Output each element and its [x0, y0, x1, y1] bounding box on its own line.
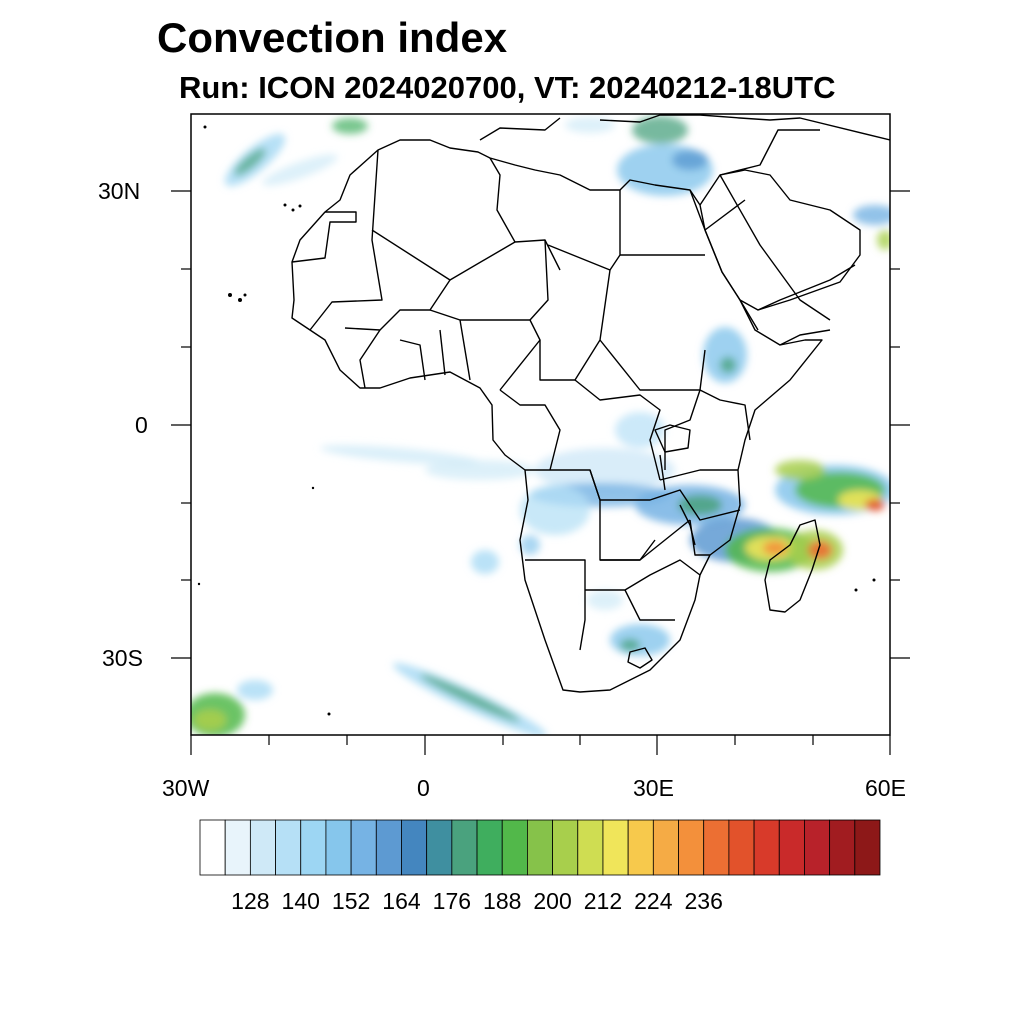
map-area	[191, 114, 890, 735]
colorbar-label: 212	[583, 888, 623, 914]
colorbar-swatch	[728, 819, 755, 876]
islands	[197, 125, 876, 716]
colorbar-swatch	[476, 819, 503, 876]
colorbar-swatch	[577, 819, 604, 876]
colorbar-label: 164	[382, 888, 421, 914]
colorbar-swatch	[678, 819, 705, 876]
coastlines	[291, 114, 890, 693]
colorbar-swatch	[552, 819, 579, 876]
colorbar-swatch	[300, 819, 327, 876]
madagascar-outline	[764, 519, 821, 613]
colorbar	[199, 819, 881, 876]
colorbar-swatch	[652, 819, 679, 876]
map-subtitle: Run: ICON 2024020700, VT: 20240212-18UTC	[179, 70, 836, 105]
colorbar-swatch	[602, 819, 629, 876]
lon-label-0: 0	[417, 775, 430, 801]
colorbar-label: 176	[432, 888, 472, 914]
lon-label-60e: 60E	[865, 775, 906, 801]
colorbar-label: 236	[684, 888, 723, 914]
colorbar-label: 140	[281, 888, 320, 914]
colorbar-swatch	[350, 819, 377, 876]
colorbar-swatch	[199, 819, 226, 876]
lat-label-0: 0	[135, 412, 148, 438]
lat-label-30n: 30N	[98, 178, 141, 204]
colorbar-swatch	[804, 819, 831, 876]
colorbar-swatch	[829, 819, 856, 876]
lon-label-30e: 30E	[633, 775, 674, 801]
colorbar-swatch	[325, 819, 352, 876]
africa-outline	[291, 139, 823, 693]
colorbar-swatch	[501, 819, 528, 876]
colorbar-label: 200	[533, 888, 572, 914]
colorbar-swatch	[703, 819, 730, 876]
colorbar-label: 152	[331, 888, 371, 914]
colorbar-swatch	[275, 819, 302, 876]
colorbar-label: 188	[483, 888, 522, 914]
colorbar-swatch	[426, 819, 453, 876]
colorbar-swatch	[224, 819, 251, 876]
map-title: Convection index	[157, 14, 508, 61]
lon-label-30w: 30W	[162, 775, 210, 801]
colorbar-swatch	[753, 819, 780, 876]
colorbar-swatch	[627, 819, 654, 876]
colorbar-swatch	[249, 819, 276, 876]
colorbar-swatch	[778, 819, 805, 876]
colorbar-swatch	[854, 819, 881, 876]
colorbar-label: 128	[231, 888, 270, 914]
lon-ticks	[190, 735, 891, 755]
lat-ticks	[171, 190, 910, 659]
colorbar-swatch	[527, 819, 553, 876]
lat-label-30s: 30S	[102, 645, 143, 671]
colorbar-swatch	[375, 819, 402, 876]
colorbar-swatch	[401, 819, 428, 876]
colorbar-swatch	[451, 819, 478, 876]
colorbar-label: 224	[634, 888, 673, 914]
